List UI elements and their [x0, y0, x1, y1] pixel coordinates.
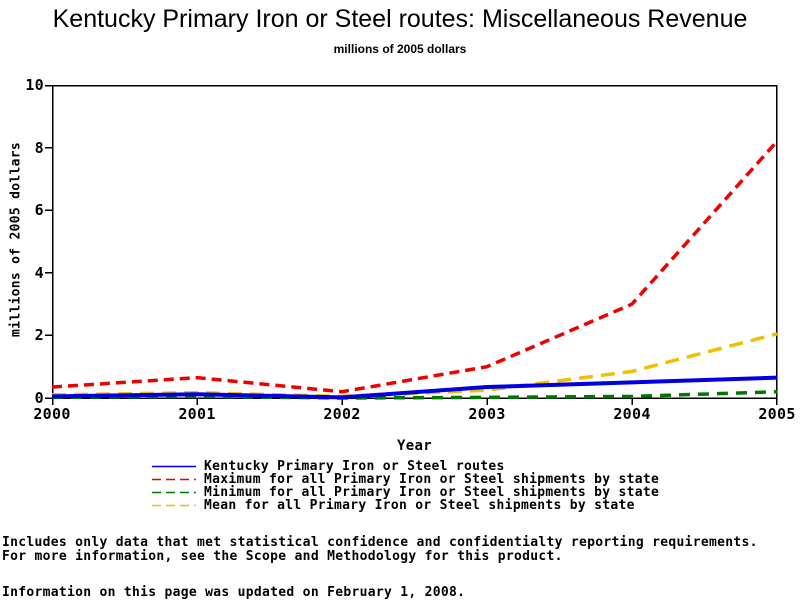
x-tick-label: 2000	[33, 405, 71, 423]
legend-item: Mean for all Primary Iron or Steel shipm…	[152, 498, 659, 513]
legend-item: Minimum for all Primary Iron or Steel sh…	[152, 485, 660, 500]
y-tick-label: 0	[34, 389, 44, 407]
legend-line-swatch	[152, 478, 196, 481]
legend-label: Kentucky Primary Iron or Steel routes	[204, 459, 505, 474]
footnote-line-1: Includes only data that met statistical …	[2, 535, 758, 550]
chart-subtitle: millions of 2005 dollars	[333, 42, 467, 56]
x-tick-label: 2004	[613, 405, 651, 423]
series-line-3	[51, 332, 778, 399]
y-tick-label: 2	[34, 326, 44, 344]
legend: Kentucky Primary Iron or Steel routes Ma…	[152, 459, 660, 513]
legend-item: Maximum for all Primary Iron or Steel sh…	[152, 472, 660, 487]
y-tick-label: 10	[25, 76, 44, 94]
legend-item: Kentucky Primary Iron or Steel routes	[152, 459, 659, 474]
series-line-0	[51, 375, 778, 400]
legend-line-swatch	[152, 465, 196, 468]
legend-line-swatch	[152, 491, 196, 494]
updated-note: Information on this page was updated on …	[2, 585, 466, 600]
legend-label: Maximum for all Primary Iron or Steel sh…	[204, 472, 660, 487]
footnote-line-2: For more information, see the Scope and …	[2, 549, 563, 564]
series-line-1	[51, 140, 779, 394]
x-axis-ticks	[51, 398, 778, 405]
series-lines	[51, 140, 779, 400]
footnote: Includes only data that met statistical …	[2, 536, 758, 564]
legend-label: Mean for all Primary Iron or Steel shipm…	[204, 498, 635, 513]
chart-title: Kentucky Primary Iron or Steel routes: M…	[52, 5, 748, 33]
legend-line-swatch	[152, 504, 196, 507]
x-tick-label: 2003	[468, 405, 506, 423]
x-tick-label: 2005	[758, 405, 796, 423]
legend-label: Minimum for all Primary Iron or Steel sh…	[204, 485, 660, 500]
x-tick-label: 2001	[178, 405, 216, 423]
plot-frame	[51, 84, 778, 399]
y-tick-label: 6	[34, 201, 44, 219]
y-tick-label: 4	[34, 264, 44, 282]
x-axis-label: Year	[397, 438, 432, 454]
y-tick-label: 8	[34, 139, 44, 157]
x-tick-label: 2002	[323, 405, 361, 423]
y-axis-ticks	[45, 84, 52, 399]
